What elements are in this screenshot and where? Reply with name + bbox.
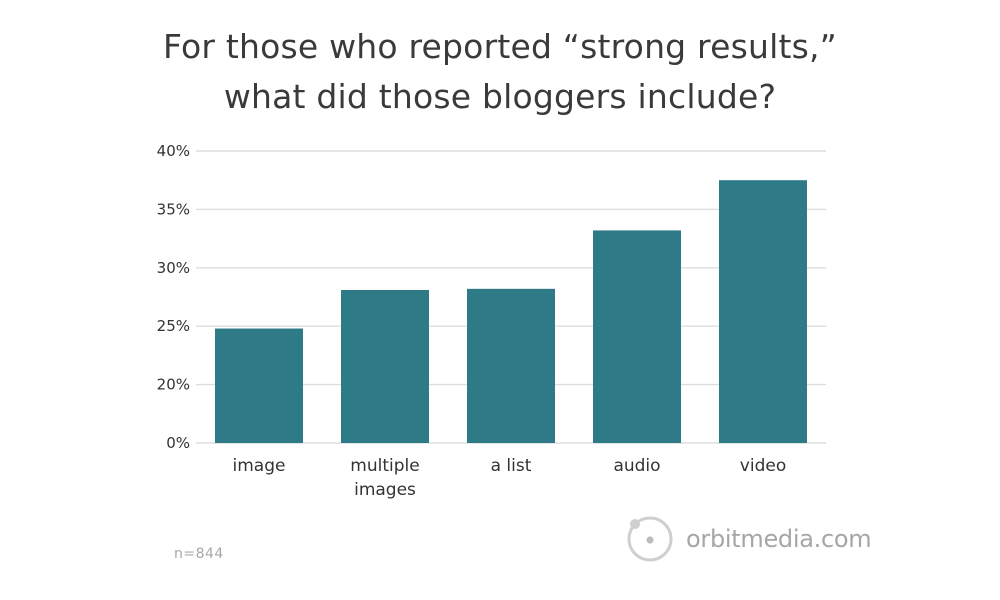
y-tick-label: 25% — [157, 317, 190, 335]
brand-name: orbitmedia.com — [686, 525, 872, 553]
brand-watermark: orbitmedia.com — [626, 514, 872, 564]
x-category-label-line: audio — [613, 456, 660, 476]
chart-title-line-2: what did those bloggers include? — [223, 77, 777, 116]
sample-size-note: n=844 — [174, 546, 224, 562]
y-tick-label: 40% — [157, 142, 190, 160]
orbit-logo-icon — [626, 515, 674, 563]
bar — [719, 180, 807, 443]
x-category-label: a list — [491, 456, 532, 476]
chart-title: For those who reported “strong results,”… — [0, 22, 1000, 122]
bar — [593, 230, 681, 443]
bar — [467, 288, 555, 443]
y-tick-label: 30% — [157, 259, 190, 277]
y-tick-label: 35% — [157, 200, 190, 218]
x-category-label: multiple images — [350, 456, 419, 500]
x-category-label: audio — [613, 456, 660, 476]
x-category-label-line: video — [740, 456, 786, 476]
x-category-label-line: a list — [491, 456, 532, 476]
y-tick-label: 20% — [157, 376, 190, 394]
bar — [215, 328, 303, 443]
x-category-label-line: images — [354, 480, 416, 500]
x-category-label-line: multiple — [350, 456, 419, 476]
bar — [341, 289, 429, 443]
x-category-label: video — [740, 456, 786, 476]
y-tick-label: 0% — [166, 434, 190, 452]
chart-title-line-1: For those who reported “strong results,” — [163, 27, 837, 66]
x-category-label-line: image — [233, 456, 286, 476]
x-category-label: image — [233, 456, 286, 476]
